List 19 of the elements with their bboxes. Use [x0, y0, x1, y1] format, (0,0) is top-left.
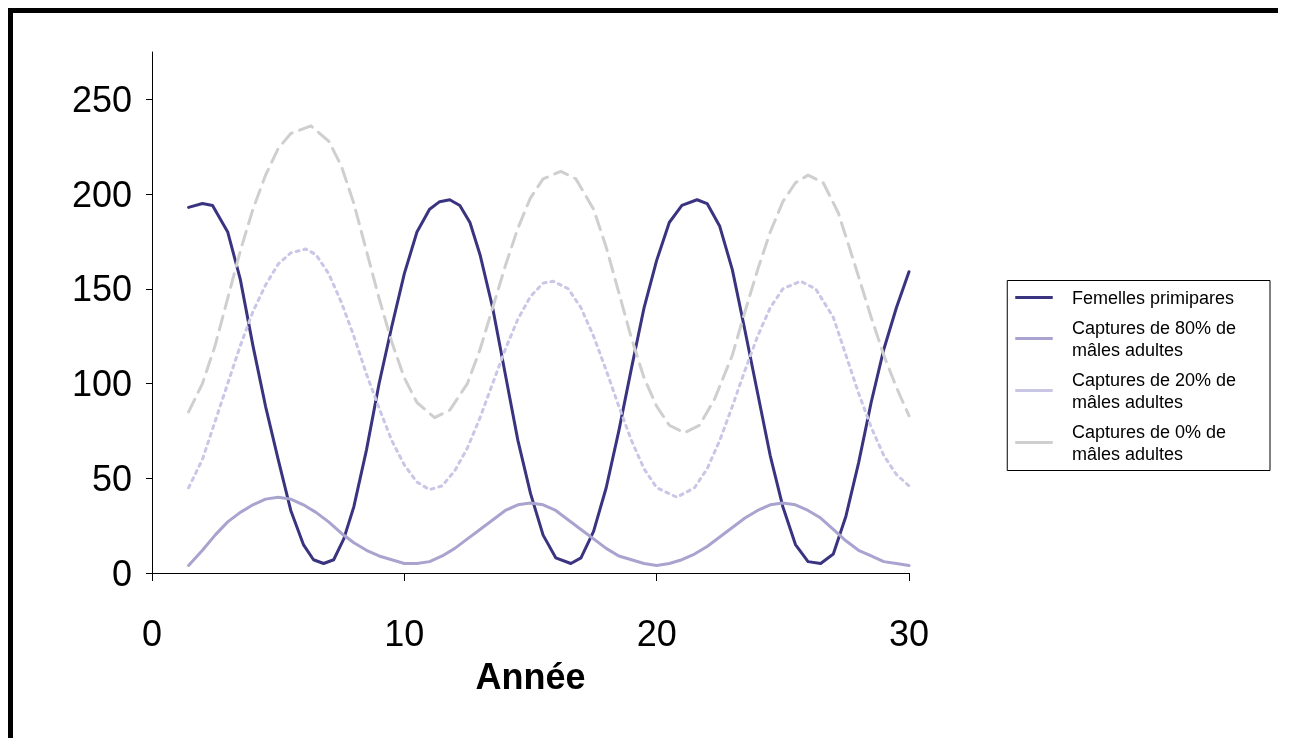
legend-label: Captures de 80% de mâles adultes — [1072, 317, 1242, 360]
legend-label: Femelles primipares — [1072, 287, 1235, 308]
line-series — [187, 198, 911, 566]
y-tick-label: 0 — [111, 552, 132, 594]
line-series — [187, 495, 911, 567]
x-tick-label: 10 — [384, 612, 425, 654]
y-tick-label: 50 — [91, 457, 132, 499]
x-tick-label: 30 — [888, 612, 930, 654]
y-tick-label: 150 — [71, 268, 132, 310]
x-tick-label: 20 — [636, 612, 677, 654]
y-tick-label: 100 — [71, 363, 132, 405]
x-axis-title: Année — [475, 655, 586, 697]
line-series — [187, 247, 911, 499]
x-tick-label: 0 — [141, 612, 163, 654]
y-tick-label: 200 — [71, 173, 132, 215]
legend-label: Captures de 20% de mâles adultes — [1072, 369, 1242, 412]
y-tick-label: 250 — [71, 78, 132, 120]
line-series — [187, 124, 911, 435]
legend-label: Captures de 0% de mâles adultes — [1072, 421, 1232, 464]
